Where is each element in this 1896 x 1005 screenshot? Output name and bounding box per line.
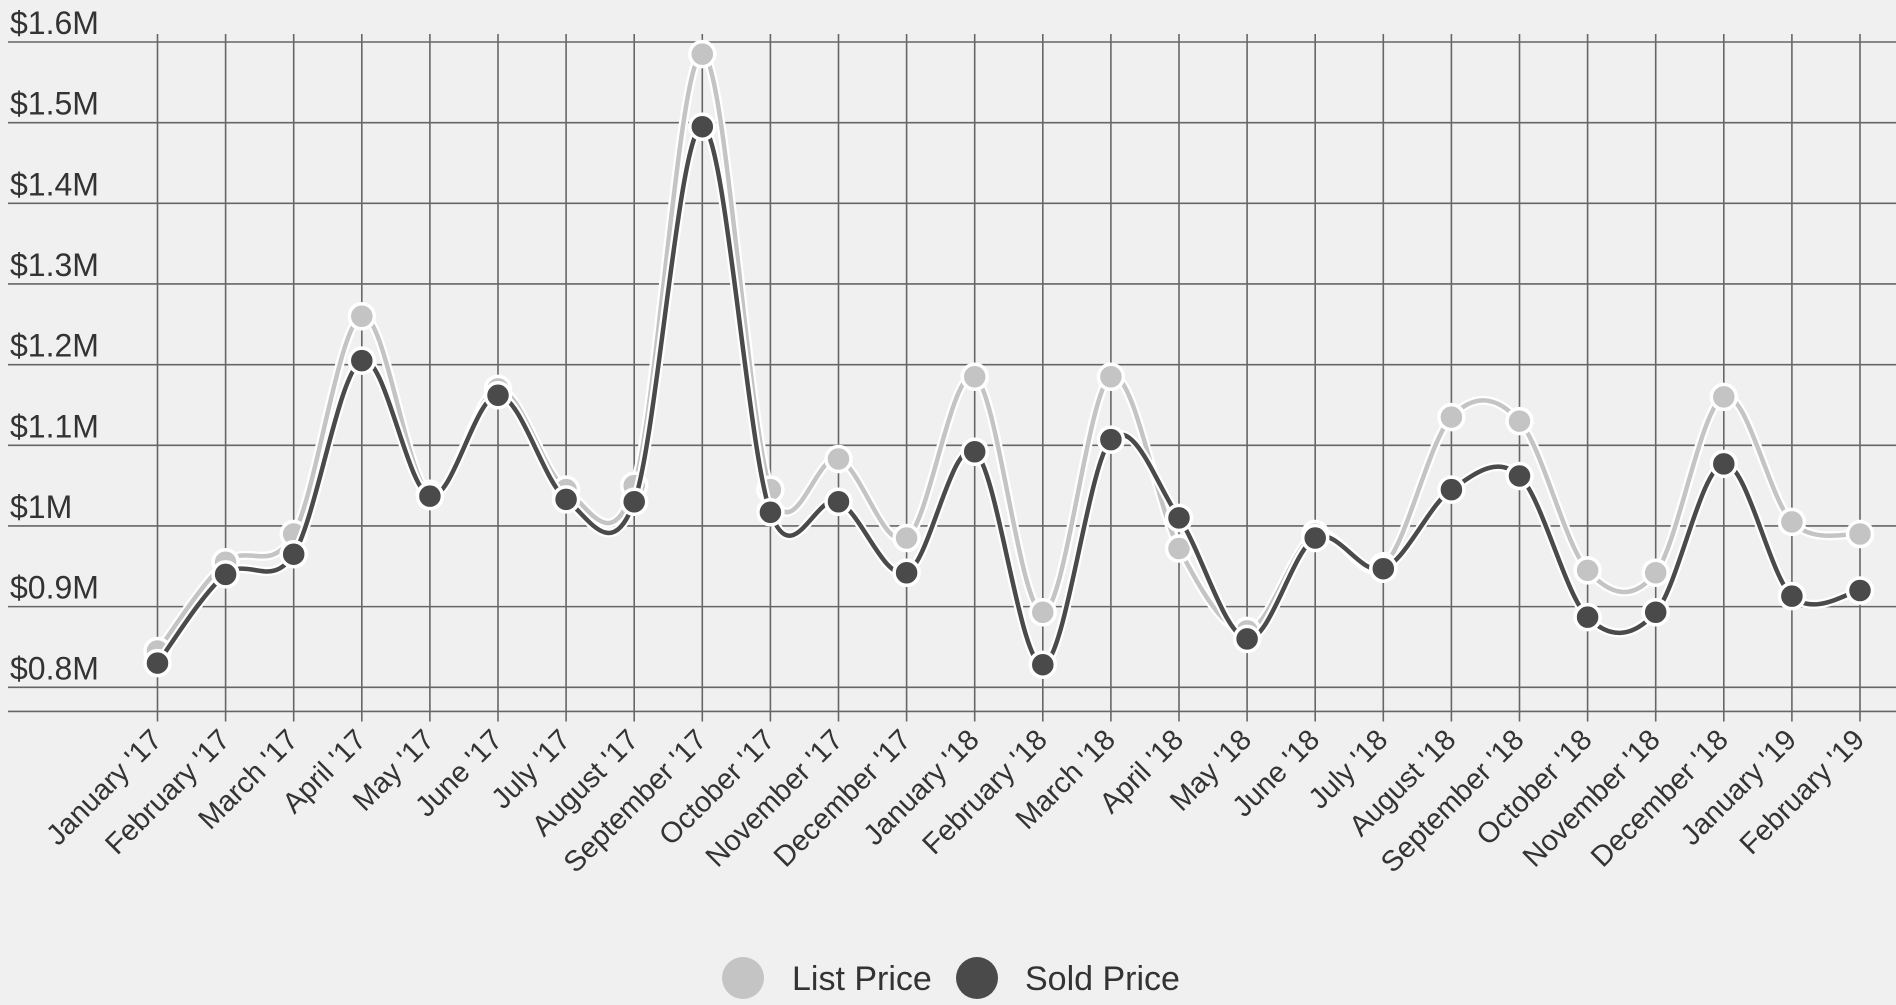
legend-swatch	[956, 957, 998, 999]
data-point-sold-price[interactable]	[1369, 554, 1398, 583]
data-point-sold-price[interactable]	[1437, 475, 1466, 504]
y-tick-label: $0.8M	[10, 650, 99, 686]
data-point-sold-price[interactable]	[1232, 624, 1262, 654]
data-point-list-price[interactable]	[1505, 406, 1534, 436]
grid	[8, 34, 1896, 722]
data-point-sold-price[interactable]	[688, 112, 717, 141]
y-tick-label: $1.2M	[10, 328, 99, 364]
data-point-sold-price[interactable]	[347, 346, 377, 375]
data-point-sold-price[interactable]	[1028, 650, 1058, 679]
data-point-sold-price[interactable]	[1573, 602, 1602, 632]
data-point-sold-price[interactable]	[279, 539, 308, 569]
data-point-sold-price[interactable]	[1777, 581, 1807, 611]
series-sold-price	[143, 112, 1875, 679]
data-point-list-price[interactable]	[1845, 519, 1875, 549]
y-tick-label: $1M	[10, 489, 72, 525]
data-point-sold-price[interactable]	[1300, 523, 1330, 553]
data-point-sold-price[interactable]	[551, 485, 581, 514]
data-point-list-price[interactable]	[824, 444, 853, 474]
data-point-sold-price[interactable]	[211, 560, 240, 589]
data-point-list-price[interactable]	[892, 523, 921, 553]
data-point-sold-price[interactable]	[1845, 576, 1875, 605]
data-point-sold-price[interactable]	[483, 381, 513, 410]
y-tick-label: $1.4M	[10, 166, 99, 202]
y-tick-label: $1.6M	[10, 5, 99, 41]
data-point-list-price[interactable]	[1573, 556, 1602, 585]
legend-swatch	[722, 957, 764, 999]
y-tick-label: $1.5M	[10, 86, 99, 122]
y-tick-label: $1.3M	[10, 247, 99, 283]
data-point-sold-price[interactable]	[1709, 449, 1739, 479]
data-point-sold-price[interactable]	[756, 497, 785, 527]
data-point-list-price[interactable]	[1709, 382, 1739, 412]
data-point-sold-price[interactable]	[1096, 425, 1126, 454]
legend-item-list-price[interactable]: List Price	[722, 957, 932, 999]
data-point-list-price[interactable]	[1777, 507, 1807, 537]
series-group	[143, 39, 1875, 679]
data-point-list-price[interactable]	[1437, 402, 1466, 432]
data-point-sold-price[interactable]	[824, 487, 853, 517]
data-point-sold-price[interactable]	[892, 558, 921, 587]
data-point-sold-price[interactable]	[415, 481, 445, 511]
legend-label: Sold Price	[1025, 960, 1180, 998]
data-point-sold-price[interactable]	[1641, 598, 1670, 627]
data-point-sold-price[interactable]	[1505, 461, 1534, 491]
data-point-list-price[interactable]	[1641, 558, 1670, 587]
y-tick-label: $1.1M	[10, 408, 99, 444]
y-tick-label: $0.9M	[10, 570, 99, 606]
legend: List Price Sold Price	[722, 957, 1180, 999]
data-point-sold-price[interactable]	[1164, 503, 1194, 533]
data-point-sold-price[interactable]	[619, 487, 649, 517]
legend-item-sold-price[interactable]: Sold Price	[956, 957, 1180, 999]
data-point-list-price[interactable]	[960, 362, 989, 391]
data-point-list-price[interactable]	[1028, 598, 1058, 627]
data-point-list-price[interactable]	[347, 301, 377, 331]
data-point-list-price[interactable]	[1096, 362, 1126, 391]
legend-label: List Price	[792, 960, 932, 998]
data-point-sold-price[interactable]	[143, 648, 172, 678]
data-point-list-price[interactable]	[688, 39, 717, 69]
data-point-sold-price[interactable]	[960, 437, 989, 467]
y-axis: $0.8M $0.9M $1M $1.1M $1.2M $1.3M $1.4M $1.5M $1…	[10, 5, 99, 686]
